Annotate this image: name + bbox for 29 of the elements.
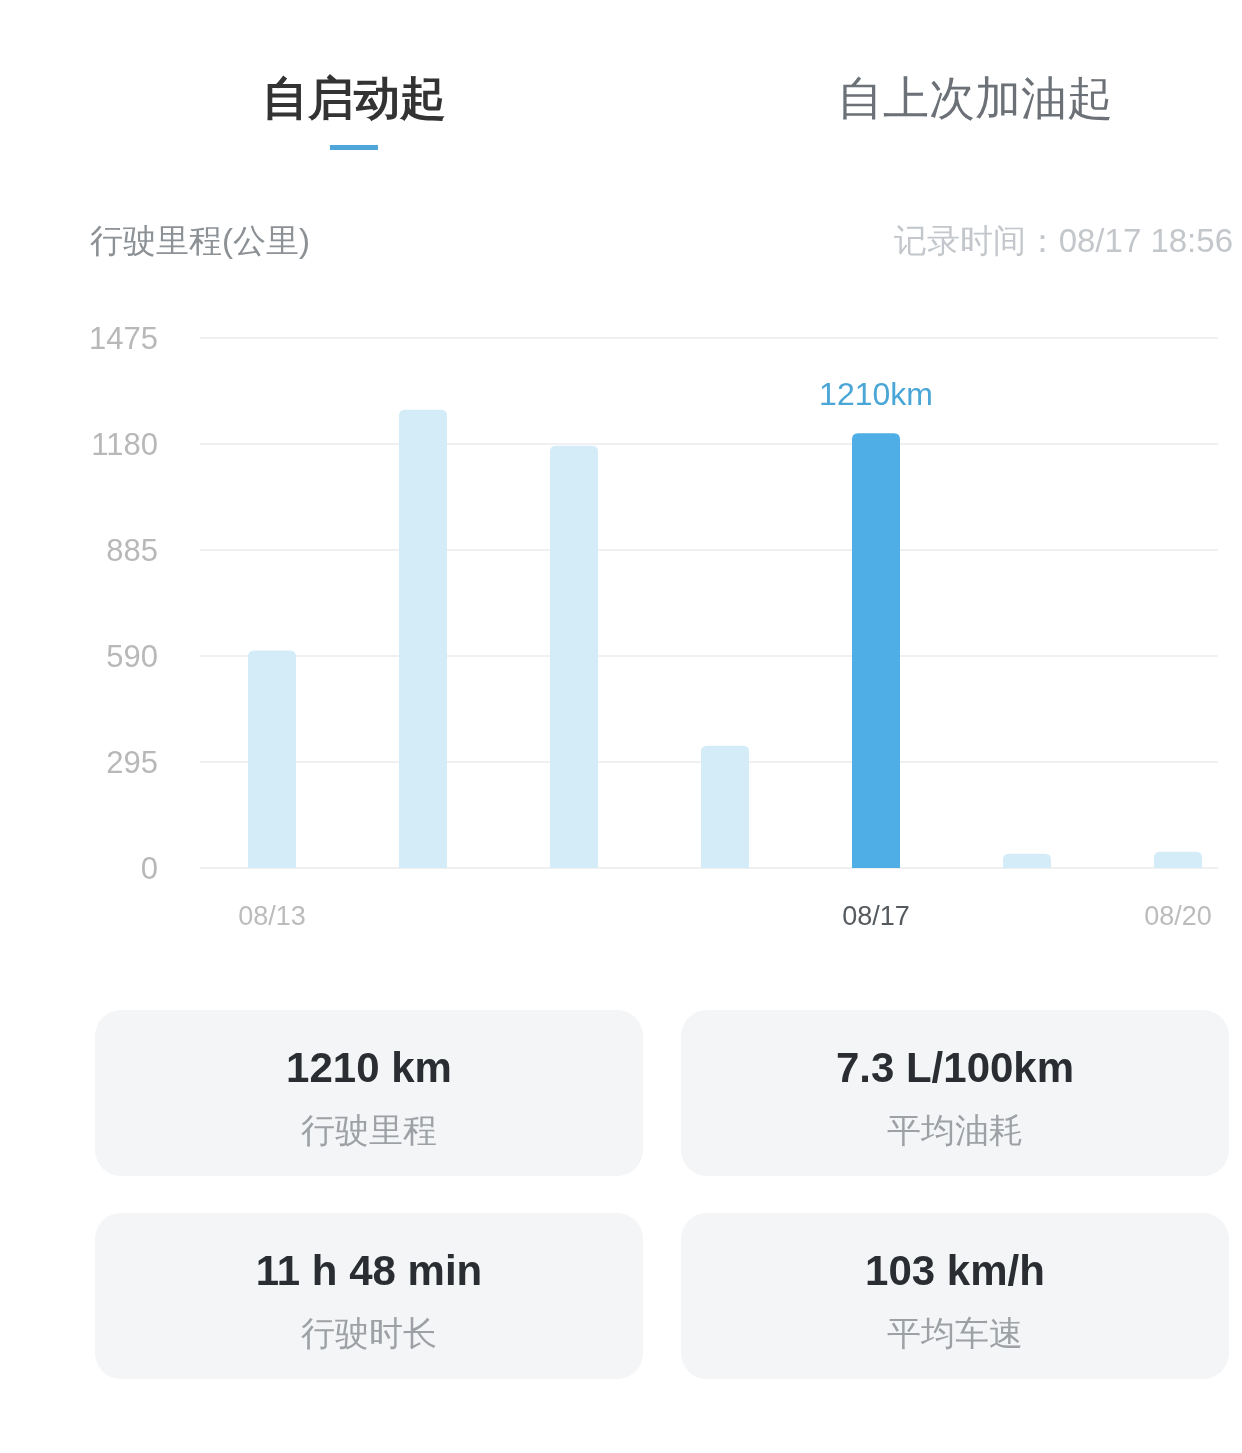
- text: 103 km/h: [865, 1247, 1045, 1294]
- text: 1210 km: [286, 1044, 452, 1091]
- text: 7.3 L/100km: [835, 1044, 1075, 1091]
- text: 自启动起: [261, 72, 446, 124]
- y-tick-label: 885: [106, 533, 158, 568]
- bar: [1154, 851, 1202, 868]
- x-tick-label: 08/17: [842, 901, 910, 931]
- text: 平均车速: [887, 1314, 1023, 1352]
- text: 自上次加油起: [836, 72, 1113, 124]
- y-tick-label: 0: [140, 851, 158, 886]
- y-tick-label: 295: [106, 745, 158, 780]
- y-tick-label: 1475: [89, 321, 158, 356]
- y-tick-label: 590: [106, 639, 158, 674]
- text: 平均油耗: [887, 1111, 1023, 1149]
- bar: [550, 445, 598, 868]
- text: 行驶里程: [301, 1111, 437, 1149]
- data-label: 1210km: [819, 376, 933, 413]
- chart-subtitle: 记录时间：08/17 18:56: [893, 222, 1233, 259]
- text: 行驶时长: [301, 1314, 437, 1352]
- bar: [399, 409, 447, 868]
- chart-title: 行驶里程(公里): [90, 222, 310, 259]
- x-tick-label: 08/13: [238, 901, 306, 931]
- bar: [701, 745, 749, 868]
- bar: [1003, 853, 1051, 868]
- x-tick-label: 08/20: [1144, 901, 1212, 931]
- y-tick-label: 1180: [91, 427, 158, 462]
- text: 11 h 48 min: [255, 1247, 483, 1294]
- bar: [852, 433, 900, 868]
- bar: [248, 650, 296, 868]
